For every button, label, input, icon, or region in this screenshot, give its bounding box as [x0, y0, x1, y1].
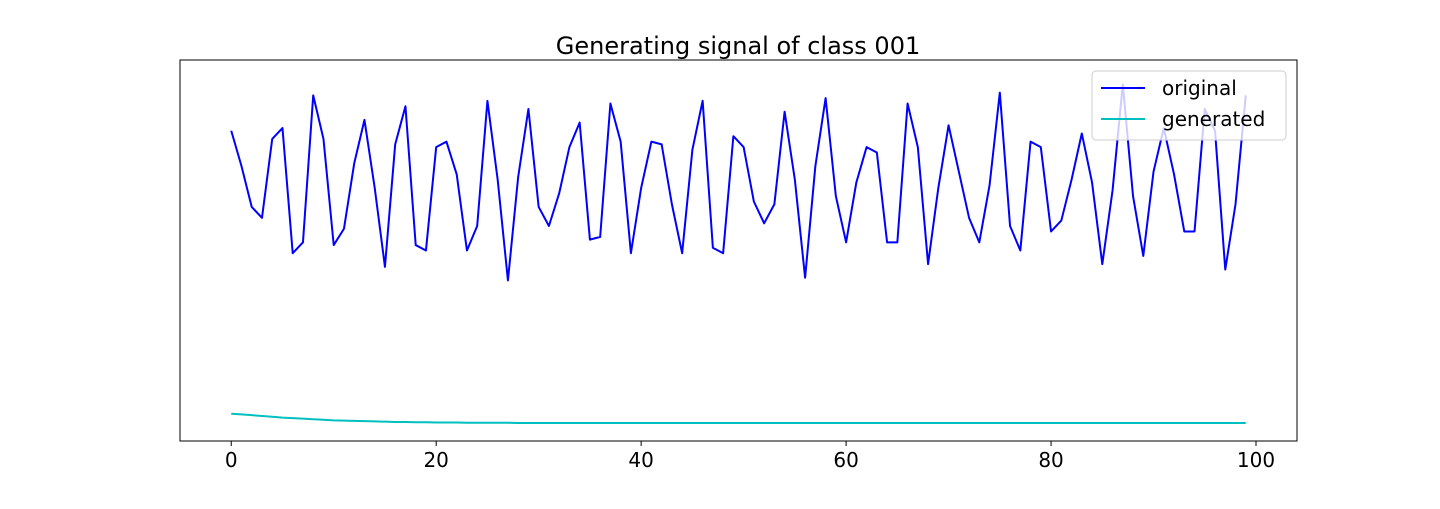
x-tick-label: 100 [1237, 448, 1275, 472]
series-line-original [230, 83, 1247, 282]
series-line-generated [231, 412, 1246, 425]
legend: original generated [1091, 70, 1287, 141]
chart-title: Generating signal of class 001 [556, 32, 920, 60]
legend-label-generated: generated [1162, 107, 1265, 131]
x-tick-label: 80 [1038, 448, 1063, 472]
x-tick-label: 40 [628, 448, 653, 472]
x-tick-label: 60 [833, 448, 858, 472]
x-tick-label: 20 [423, 448, 448, 472]
plot-frame [179, 59, 1298, 442]
legend-label-original: original [1162, 76, 1237, 100]
x-tick-label: 0 [225, 448, 238, 472]
x-axis: 0 20 40 60 80 100 [225, 441, 1275, 472]
series-layer [230, 83, 1247, 425]
